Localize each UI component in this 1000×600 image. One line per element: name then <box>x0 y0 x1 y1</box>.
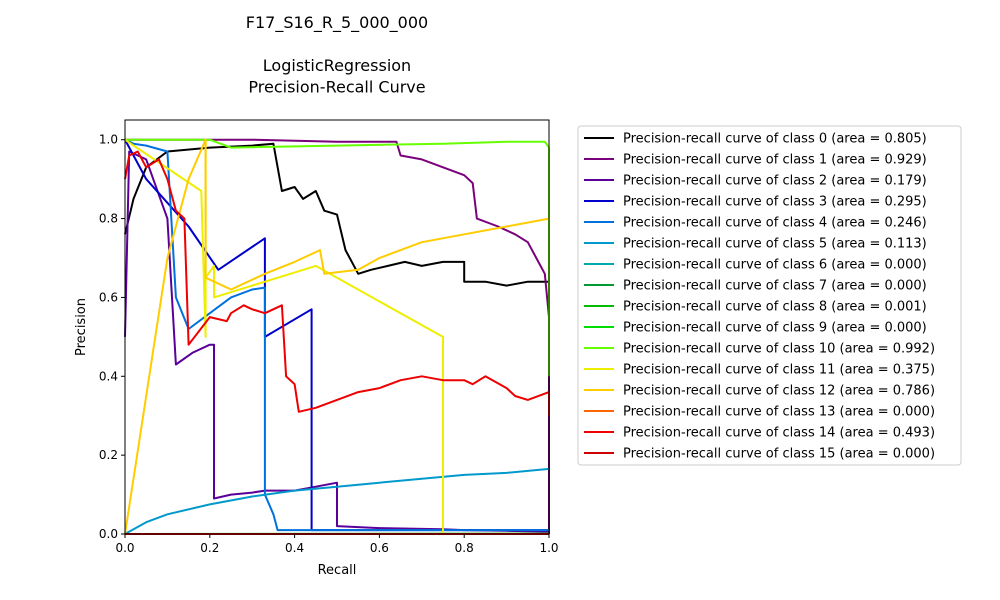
x-tick-label: 0.8 <box>455 541 474 555</box>
legend-entry-class-1: Precision-recall curve of class 1 (area … <box>623 153 927 168</box>
curve-class-5 <box>124 467 550 535</box>
curve-class-10 <box>125 138 550 377</box>
legend-entry-class-6: Precision-recall curve of class 6 (area … <box>623 258 927 273</box>
legend-entry-class-9: Precision-recall curve of class 9 (area … <box>623 321 927 336</box>
legend-entry-class-15: Precision-recall curve of class 15 (area… <box>623 447 935 462</box>
plot-frame <box>124 119 550 535</box>
curve-class-4 <box>124 138 549 532</box>
title-line-3: Precision-Recall Curve <box>248 78 425 97</box>
curve-class-2 <box>124 150 550 533</box>
curve-class-14 <box>124 150 550 416</box>
y-tick-label: 0.6 <box>99 290 118 304</box>
legend-entry-class-2: Precision-recall curve of class 2 (area … <box>623 174 927 189</box>
curves-layer <box>124 138 550 535</box>
y-tick-label: 0.4 <box>99 369 118 383</box>
x-tick-label: 0.2 <box>200 541 219 555</box>
title-line-2: LogisticRegression <box>263 56 411 75</box>
legend-entry-class-5: Precision-recall curve of class 5 (area … <box>623 237 927 252</box>
y-tick-label: 0.0 <box>99 527 118 541</box>
legend-entry-class-8: Precision-recall curve of class 8 (area … <box>623 300 927 315</box>
y-tick-label: 0.8 <box>99 212 118 226</box>
curve-class-11 <box>124 138 444 534</box>
title-line-0: F17_S16_R_5_000_000 <box>246 13 428 33</box>
y-tick-label: 0.2 <box>99 448 118 462</box>
x-tick-label: 1.0 <box>539 541 558 555</box>
curve-class-0 <box>124 142 550 436</box>
x-tick-label: 0.4 <box>285 541 304 555</box>
curve-class-12 <box>124 138 550 535</box>
legend-entry-class-0: Precision-recall curve of class 0 (area … <box>623 132 927 147</box>
legend: Precision-recall curve of class 0 (area … <box>577 125 962 466</box>
legend-box <box>577 125 962 466</box>
chart-title: F17_S16_R_5_000_000 LogisticRegression Pre… <box>246 13 428 97</box>
legend-entry-class-4: Precision-recall curve of class 4 (area … <box>623 216 927 231</box>
legend-entry-class-13: Precision-recall curve of class 13 (area… <box>623 405 935 420</box>
legend-entry-class-14: Precision-recall curve of class 14 (area… <box>623 426 935 441</box>
legend-entry-class-7: Precision-recall curve of class 7 (area … <box>623 279 927 294</box>
legend-entry-class-10: Precision-recall curve of class 10 (area… <box>623 342 935 357</box>
x-tick-label: 0.0 <box>115 541 134 555</box>
y-axis: 0.0 0.2 0.4 0.6 0.8 1.0 <box>99 133 125 541</box>
x-axis: 0.0 0.2 0.4 0.6 0.8 1.0 <box>115 534 559 555</box>
y-tick-label: 1.0 <box>99 133 118 147</box>
y-axis-label: Precision <box>74 298 89 356</box>
x-axis-label: Recall <box>318 563 357 578</box>
legend-entry-class-11: Precision-recall curve of class 11 (area… <box>623 363 935 378</box>
x-tick-label: 0.6 <box>370 541 389 555</box>
legend-entry-class-12: Precision-recall curve of class 12 (area… <box>623 384 935 399</box>
curve-class-1 <box>125 138 550 534</box>
legend-entry-class-3: Precision-recall curve of class 3 (area … <box>623 195 927 210</box>
